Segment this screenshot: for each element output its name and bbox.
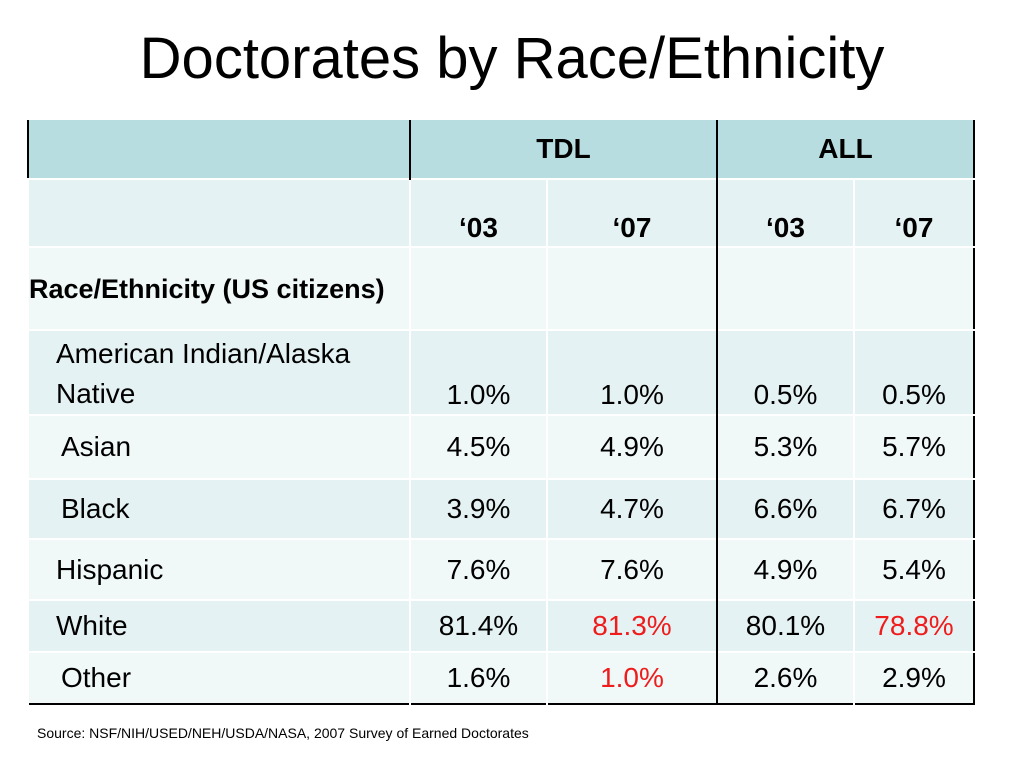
value-cell: 4.7% — [546, 478, 717, 539]
value-cell: 0.5% — [853, 329, 974, 415]
group-header-row: TDL ALL — [28, 118, 974, 179]
slide-title: Doctorates by Race/Ethnicity — [139, 26, 885, 91]
value-cell: 2.6% — [716, 651, 854, 704]
row-label: Asian — [27, 414, 410, 479]
value-cell: 81.4% — [409, 599, 547, 652]
value-cell: 7.6% — [409, 538, 547, 600]
value-cell: 7.6% — [546, 538, 717, 600]
value-cell: 1.0% — [546, 329, 717, 415]
value-cell: 1.0% — [409, 329, 547, 415]
year-header-all-07: ‘07 — [853, 178, 974, 247]
source-note: Source: NSF/NIH/USED/NEH/USDA/NASA, 2007… — [37, 725, 529, 741]
value-cell: 2.9% — [853, 651, 974, 704]
table-row: Asian 4.5% 4.9% 5.3% 5.7% — [27, 414, 974, 479]
section-row: Race/Ethnicity (US citizens) — [27, 246, 974, 330]
empty-cell — [716, 246, 854, 330]
value-cell: 1.6% — [409, 651, 547, 704]
empty-cell — [853, 246, 974, 330]
row-label: American Indian/Alaska Native — [27, 329, 410, 415]
value-cell: 4.9% — [716, 538, 854, 600]
year-header-tdl-07: ‘07 — [546, 178, 717, 247]
value-cell: 4.5% — [409, 414, 547, 479]
table-row: Other 1.6% 1.0% 2.6% 2.9% — [27, 651, 974, 704]
section-label: Race/Ethnicity (US citizens) — [27, 246, 410, 330]
value-cell: 0.5% — [716, 329, 854, 415]
table-row: White 81.4% 81.3% 80.1% 78.8% — [27, 599, 974, 652]
table-row: Hispanic 7.6% 7.6% 4.9% 5.4% — [27, 538, 974, 600]
value-cell: 80.1% — [716, 599, 854, 652]
table-row: American Indian/Alaska Native 1.0% 1.0% … — [27, 329, 974, 415]
value-cell: 4.9% — [546, 414, 717, 479]
doctorates-table: TDL ALL ‘03 ‘07 ‘03 ‘07 Race/Ethnicity (… — [27, 118, 975, 705]
year-header-all-03: ‘03 — [716, 178, 854, 247]
year-header-tdl-03: ‘03 — [409, 178, 547, 247]
table-row: Black 3.9% 4.7% 6.6% 6.7% — [27, 478, 974, 539]
value-cell-highlighted: 81.3% — [546, 599, 717, 652]
value-cell: 6.6% — [716, 478, 854, 539]
empty-cell — [409, 246, 547, 330]
year-header-row: ‘03 ‘07 ‘03 ‘07 — [27, 178, 974, 247]
row-label: Hispanic — [27, 538, 410, 600]
row-label: Other — [27, 651, 410, 704]
row-label: White — [27, 599, 410, 652]
value-cell-highlighted: 1.0% — [546, 651, 717, 704]
value-cell: 3.9% — [409, 478, 547, 539]
value-cell: 6.7% — [853, 478, 974, 539]
value-cell: 5.4% — [853, 538, 974, 600]
value-cell-highlighted: 78.8% — [853, 599, 974, 652]
empty-cell — [546, 246, 717, 330]
value-cell: 5.3% — [716, 414, 854, 479]
group-header-all: ALL — [716, 118, 974, 179]
header-blank-cell — [28, 118, 410, 179]
row-label: Black — [27, 478, 410, 539]
year-header-blank-cell — [27, 178, 410, 247]
value-cell: 5.7% — [853, 414, 974, 479]
group-header-tdl: TDL — [409, 118, 717, 179]
